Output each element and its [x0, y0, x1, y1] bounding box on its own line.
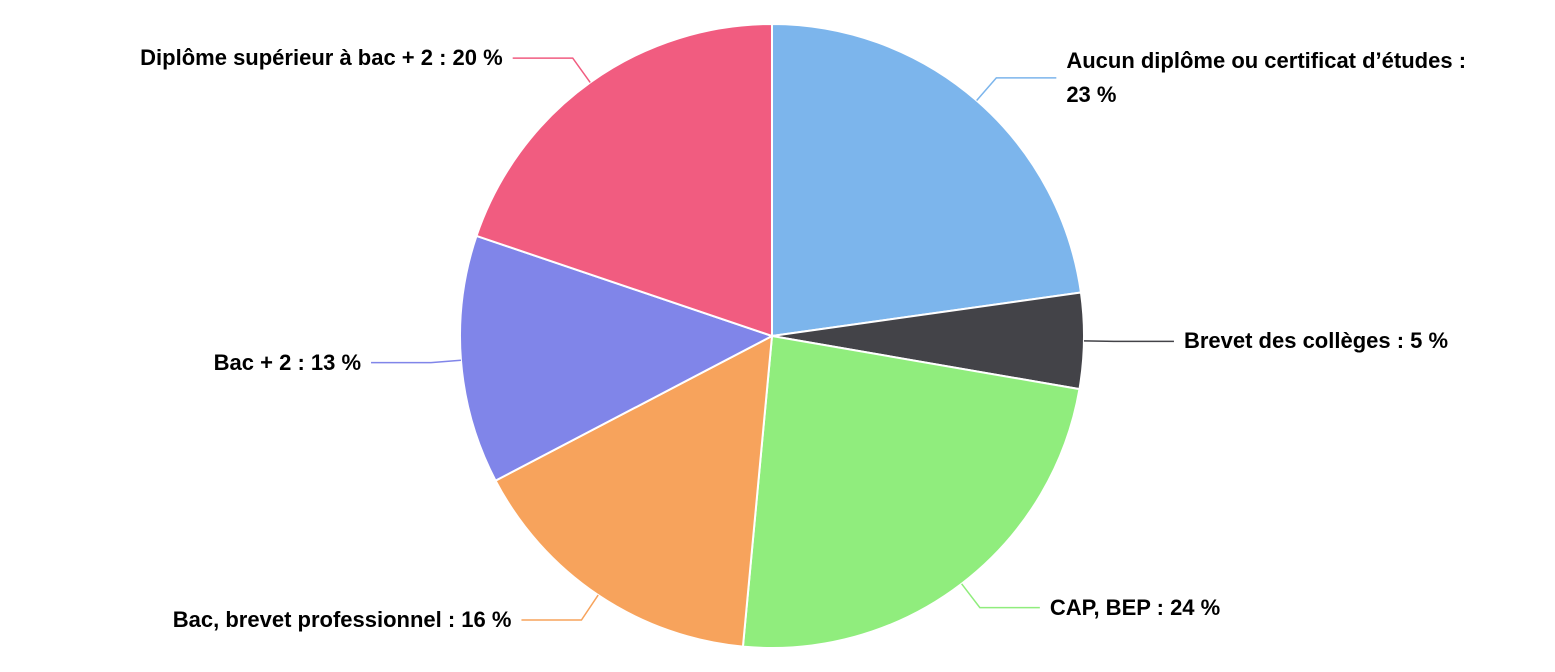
connector — [512, 57, 591, 83]
data-label: Bac, brevet professionnel : 16 % — [172, 606, 512, 632]
connector — [976, 77, 1057, 101]
data-label: CAP, BEP : 24 % — [1049, 594, 1221, 620]
data-label: Aucun diplôme ou certificat d’études : 2… — [1066, 47, 1467, 107]
connector — [961, 583, 1040, 609]
pie-slice — [741, 334, 1081, 650]
data-label: Bac + 2 : 13 % — [213, 349, 362, 375]
connector — [521, 594, 599, 621]
connector — [371, 359, 462, 364]
pie-slice — [771, 22, 1083, 338]
data-label: Brevet des collèges : 5 % — [1183, 328, 1449, 354]
data-label: Diplôme supérieur à bac + 2 : 20 % — [140, 45, 503, 71]
pie-slice — [475, 22, 773, 338]
